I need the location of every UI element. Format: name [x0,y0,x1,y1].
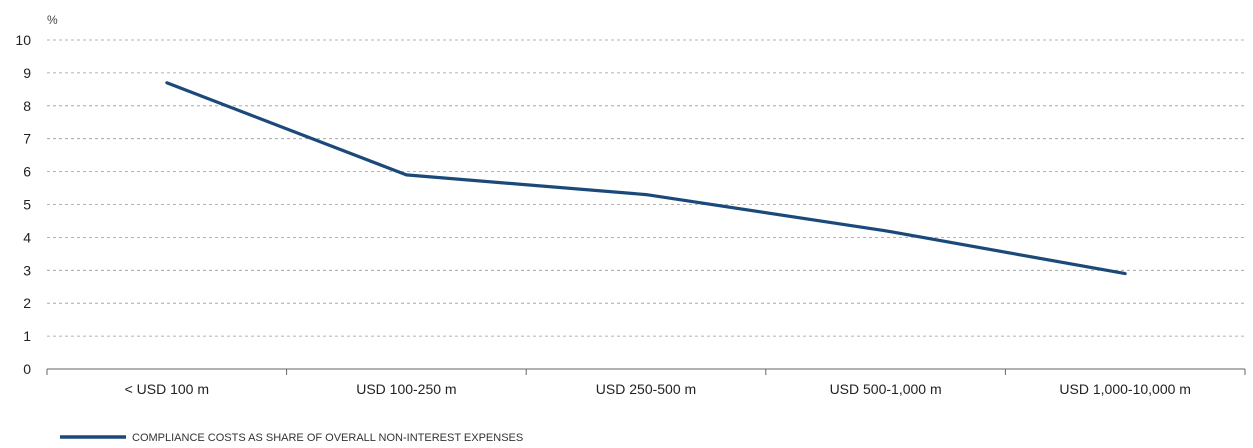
y-tick-label: 8 [23,98,31,114]
y-tick-label: 2 [23,295,31,311]
data-point [1123,272,1127,276]
data-point [404,173,408,177]
y-tick-label: 7 [23,131,31,147]
data-point [884,229,888,233]
x-tick-label: USD 500-1,000 m [830,381,942,397]
x-tick-label: USD 250-500 m [596,381,696,397]
data-point [165,81,169,85]
x-axis-tick-labels: < USD 100 m USD 100-250 m USD 250-500 m USD… [125,381,1191,397]
series-line [166,81,1126,276]
y-tick-label: 0 [23,361,31,377]
x-tick-label: USD 1,000-10,000 m [1059,381,1191,397]
legend-label: COMPLIANCE COSTS AS SHARE OF OVERALL NON… [132,432,523,444]
y-axis-unit-label: % [47,13,58,27]
y-tick-label: 1 [23,328,31,344]
y-tick-label: 4 [23,229,31,245]
y-tick-label: 6 [23,164,31,180]
series-lines [165,81,1127,276]
y-tick-label: 10 [15,32,31,48]
y-tick-label: 9 [23,65,31,81]
y-axis-tick-labels: 0 1 2 3 4 5 6 7 8 9 10 [15,32,31,377]
x-tick-label: USD 100-250 m [356,381,456,397]
data-point [644,193,648,197]
y-tick-label: 3 [23,262,31,278]
y-tick-label: 5 [23,197,31,213]
x-tick-label: < USD 100 m [125,381,209,397]
legend: COMPLIANCE COSTS AS SHARE OF OVERALL NON… [60,432,523,444]
gridlines [47,39,1245,337]
x-axis [46,368,1246,375]
